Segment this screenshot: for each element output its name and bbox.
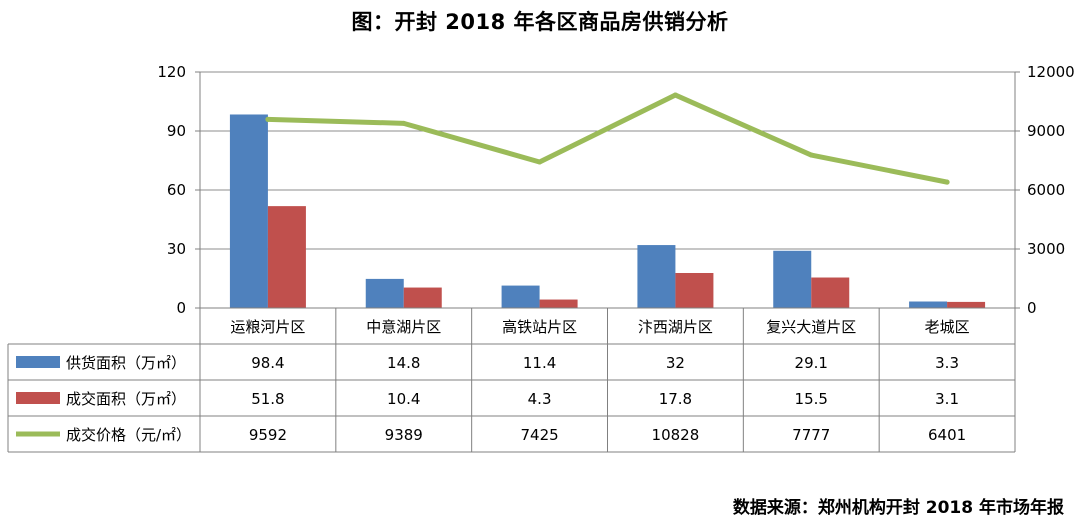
data-cell: 15.5: [795, 390, 828, 408]
right-tick-label: 12000: [1027, 63, 1075, 81]
left-tick-label: 60: [167, 181, 186, 199]
category-label: 中意湖片区: [366, 318, 441, 336]
data-cell: 7777: [792, 426, 830, 444]
right-tick-label: 0: [1027, 299, 1037, 317]
data-cell: 6401: [928, 426, 966, 444]
data-cell: 32: [666, 354, 685, 372]
data-cell: 9389: [385, 426, 423, 444]
bar: [947, 301, 986, 308]
category-label: 汴西湖片区: [638, 318, 713, 336]
data-cell: 98.4: [251, 354, 284, 372]
bar: [909, 301, 948, 308]
series-name: 供货面积（万㎡）: [66, 354, 186, 372]
right-tick-label: 6000: [1027, 181, 1065, 199]
bar: [637, 245, 676, 308]
left-tick-label: 120: [157, 63, 186, 81]
category-label: 复兴大道片区: [766, 318, 856, 336]
price-point: [265, 116, 271, 122]
legend-swatch: [16, 392, 60, 404]
price-point: [808, 152, 814, 158]
bar: [365, 278, 404, 308]
data-cell: 10.4: [387, 390, 420, 408]
right-tick-label: 9000: [1027, 122, 1065, 140]
series-name: 成交面积（万㎡）: [66, 390, 186, 408]
price-point: [944, 179, 950, 185]
legend-swatch: [16, 356, 60, 368]
category-label: 高铁站片区: [502, 318, 577, 336]
axes: 0 30 60 90 120 0 3000 6000 9000 12000: [157, 63, 1074, 317]
data-cell: 11.4: [523, 354, 556, 372]
price-point: [537, 159, 543, 165]
category-label: 运粮河片区: [230, 318, 305, 336]
bar: [811, 277, 850, 308]
category-label: 老城区: [925, 318, 970, 336]
bar-series: [229, 114, 986, 308]
left-tick-label: 90: [167, 122, 186, 140]
bar: [773, 250, 812, 308]
right-tick-label: 3000: [1027, 240, 1065, 258]
price-point: [672, 92, 678, 98]
left-tick-label: 0: [176, 299, 186, 317]
left-tick-label: 30: [167, 240, 186, 258]
bar: [501, 285, 540, 308]
data-cell: 14.8: [387, 354, 420, 372]
data-cell: 51.8: [251, 390, 284, 408]
data-cell: 17.8: [659, 390, 692, 408]
data-cell: 9592: [249, 426, 287, 444]
data-cell: 10828: [652, 426, 700, 444]
data-cell: 29.1: [795, 354, 828, 372]
grid-lines: [200, 71, 1015, 309]
bar: [229, 114, 268, 308]
data-cell: 3.1: [935, 390, 959, 408]
line-series: [265, 92, 950, 185]
chart-title: 图：开封 2018 年各区商品房供销分析: [351, 10, 729, 34]
bar: [539, 299, 578, 308]
source-note: 数据来源：郑州机构开封 2018 年市场年报: [732, 498, 1064, 518]
series-name: 成交价格（元/㎡）: [66, 426, 191, 444]
price-line: [265, 92, 950, 185]
data-cell: 4.3: [528, 390, 552, 408]
bar: [267, 206, 306, 308]
data-cell: 7425: [520, 426, 558, 444]
data-cell: 3.3: [935, 354, 959, 372]
bar: [403, 287, 442, 308]
price-point: [401, 120, 407, 126]
bar: [675, 272, 714, 308]
